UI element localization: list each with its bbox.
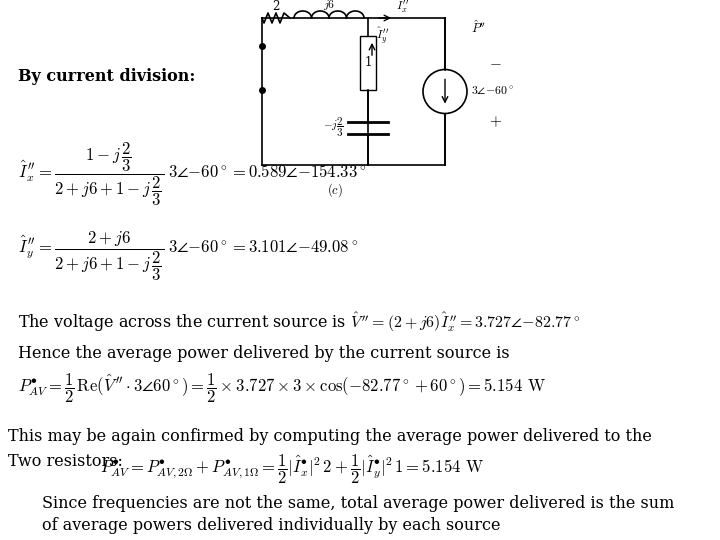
Text: $P_{AV}^{\bullet} = \dfrac{1}{2}\,\mathrm{Re}(\hat{V}^{\,\prime\prime}\cdot 3\an: $P_{AV}^{\bullet} = \dfrac{1}{2}\,\mathr… xyxy=(18,372,546,405)
Text: of average powers delivered individually by each source: of average powers delivered individually… xyxy=(42,517,500,534)
Text: This may be again confirmed by computing the average power delivered to the: This may be again confirmed by computing… xyxy=(8,428,652,445)
Text: $P_{AV}^{\bullet} = P_{AV,2\Omega}^{\bullet}+P_{AV,1\Omega}^{\bullet} = \dfrac{1: $P_{AV}^{\bullet} = P_{AV,2\Omega}^{\bul… xyxy=(100,453,484,486)
FancyBboxPatch shape xyxy=(360,36,376,90)
Text: By current division:: By current division: xyxy=(18,68,195,85)
Text: 2: 2 xyxy=(272,0,279,12)
Text: $\hat{I}_{x}^{\,\prime\prime}$: $\hat{I}_{x}^{\,\prime\prime}$ xyxy=(396,0,410,15)
Text: $(c)$: $(c)$ xyxy=(327,181,343,199)
Text: $\hat{P}^{\prime\prime}$: $\hat{P}^{\prime\prime}$ xyxy=(471,19,486,36)
Text: 1: 1 xyxy=(364,57,372,70)
Text: Hence the average power delivered by the current source is: Hence the average power delivered by the… xyxy=(18,345,510,362)
Text: $3\angle\!-\!60^\circ$: $3\angle\!-\!60^\circ$ xyxy=(471,85,514,98)
Text: Since frequencies are not the same, total average power delivered is the sum: Since frequencies are not the same, tota… xyxy=(42,495,675,512)
Text: $\hat{I}_{x}^{\,\prime\prime} = \dfrac{1-j\,\dfrac{2}{3}}{2+j6+1-j\,\dfrac{2}{3}: $\hat{I}_{x}^{\,\prime\prime} = \dfrac{1… xyxy=(18,140,366,207)
Text: Two resistors:: Two resistors: xyxy=(8,453,123,470)
Text: $-$: $-$ xyxy=(489,54,502,69)
Text: The voltage across the current source is $\hat{V}^{\,\prime\prime} = (2+j6)\hat{: The voltage across the current source is… xyxy=(18,310,580,334)
Text: $+$: $+$ xyxy=(489,114,502,129)
Text: $\hat{I}_{y}^{\,\prime\prime} = \dfrac{2+j6}{2+j6+1-j\,\dfrac{2}{3}}\;3\angle{-6: $\hat{I}_{y}^{\,\prime\prime} = \dfrac{2… xyxy=(18,230,358,284)
Circle shape xyxy=(423,70,467,113)
Text: $j6$: $j6$ xyxy=(323,0,336,12)
Text: $-j\dfrac{2}{3}$: $-j\dfrac{2}{3}$ xyxy=(323,116,344,139)
Text: $\hat{I}_{y}^{\,\prime\prime}$: $\hat{I}_{y}^{\,\prime\prime}$ xyxy=(376,25,390,46)
